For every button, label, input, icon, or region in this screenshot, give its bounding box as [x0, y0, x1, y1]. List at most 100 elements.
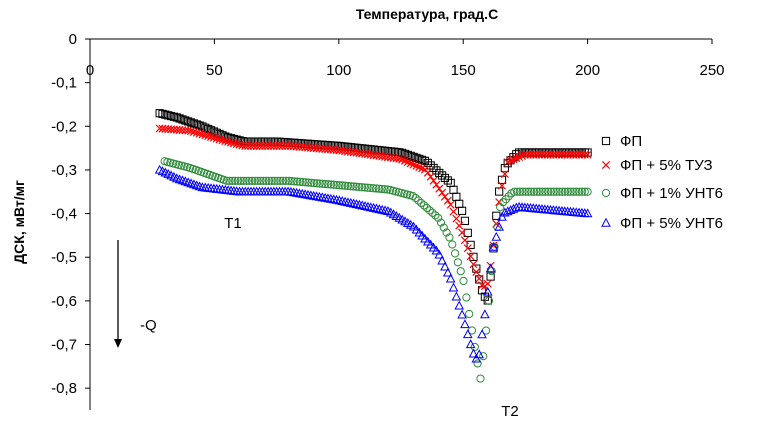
data-point — [555, 150, 564, 159]
data-point — [498, 198, 508, 207]
data-point — [363, 201, 373, 211]
data-point — [506, 156, 515, 165]
data-point — [278, 141, 287, 150]
data-point — [583, 187, 592, 196]
data-point — [488, 241, 499, 251]
data-point — [380, 185, 389, 194]
data-point — [532, 187, 541, 196]
data-point — [425, 206, 434, 215]
data-point — [249, 141, 258, 150]
data-point — [483, 279, 492, 288]
data-point — [449, 185, 458, 194]
data-point — [269, 141, 278, 150]
data-point — [326, 180, 336, 189]
data-point — [460, 236, 469, 245]
data-point — [174, 174, 185, 184]
data-point — [155, 109, 164, 118]
data-point — [204, 132, 213, 141]
data-point — [284, 176, 293, 185]
data-point — [183, 177, 194, 187]
data-point — [198, 130, 207, 139]
data-point — [329, 180, 338, 189]
data-point — [549, 150, 558, 159]
data-point — [431, 211, 440, 220]
data-point — [426, 172, 435, 181]
data-point — [270, 176, 279, 185]
data-point — [334, 195, 345, 205]
data-point — [169, 112, 179, 121]
data-point — [435, 168, 444, 178]
data-point — [440, 192, 449, 201]
data-point — [357, 200, 368, 210]
data-point — [419, 201, 429, 210]
data-point — [478, 281, 487, 290]
data-point — [278, 176, 288, 185]
data-point — [510, 187, 519, 196]
data-point — [476, 374, 485, 383]
data-point — [172, 113, 181, 122]
data-point — [212, 134, 221, 143]
data-point — [485, 263, 496, 273]
data-point — [380, 205, 390, 215]
data-point — [432, 166, 441, 175]
y-tick-label: -0,1 — [51, 75, 77, 92]
data-point — [288, 187, 299, 197]
data-point — [497, 211, 507, 221]
data-point — [569, 187, 578, 196]
data-point — [429, 176, 438, 185]
data-point — [496, 203, 505, 212]
data-point — [239, 176, 248, 185]
data-point — [338, 181, 347, 190]
data-point — [175, 114, 184, 123]
series-3 — [160, 157, 592, 383]
data-point — [469, 260, 478, 269]
data-point — [503, 159, 512, 168]
data-point — [297, 188, 308, 198]
data-point — [468, 348, 479, 358]
data-point — [458, 228, 467, 237]
data-point — [582, 208, 593, 218]
data-point — [497, 181, 507, 190]
data-point — [337, 195, 348, 205]
data-point — [231, 176, 240, 185]
heat-flow-arrow-head — [114, 339, 122, 348]
data-point — [466, 240, 475, 249]
data-point — [451, 291, 462, 301]
data-point — [331, 194, 342, 204]
data-point — [242, 176, 251, 185]
data-point — [189, 119, 198, 128]
data-point — [558, 187, 567, 196]
data-point — [552, 150, 561, 159]
data-point — [246, 141, 255, 150]
data-point — [255, 141, 264, 150]
legend-marker — [601, 160, 611, 170]
y-tick-label: -0,4 — [51, 206, 77, 223]
data-point — [294, 188, 305, 198]
data-point — [465, 339, 476, 349]
data-point — [311, 191, 322, 201]
data-point — [209, 133, 218, 142]
data-point — [187, 127, 196, 136]
data-point — [301, 178, 310, 187]
data-point — [482, 286, 493, 296]
data-point — [563, 150, 572, 159]
data-point — [450, 249, 460, 258]
data-point — [491, 231, 502, 241]
data-point — [518, 187, 527, 196]
data-point — [423, 168, 432, 177]
data-point — [304, 178, 313, 187]
data-point — [473, 359, 482, 368]
data-point — [437, 255, 447, 265]
legend-marker — [601, 217, 611, 227]
data-point — [452, 192, 461, 201]
data-point — [186, 118, 196, 127]
data-point — [463, 244, 472, 253]
data-point — [374, 204, 385, 214]
x-axis-title: Температура, град.С — [356, 6, 498, 22]
data-point — [184, 117, 193, 126]
data-point — [452, 214, 461, 223]
data-point — [515, 152, 524, 162]
data-point — [560, 187, 570, 196]
legend-label: ФП + 5% УНТ6 — [620, 215, 723, 232]
